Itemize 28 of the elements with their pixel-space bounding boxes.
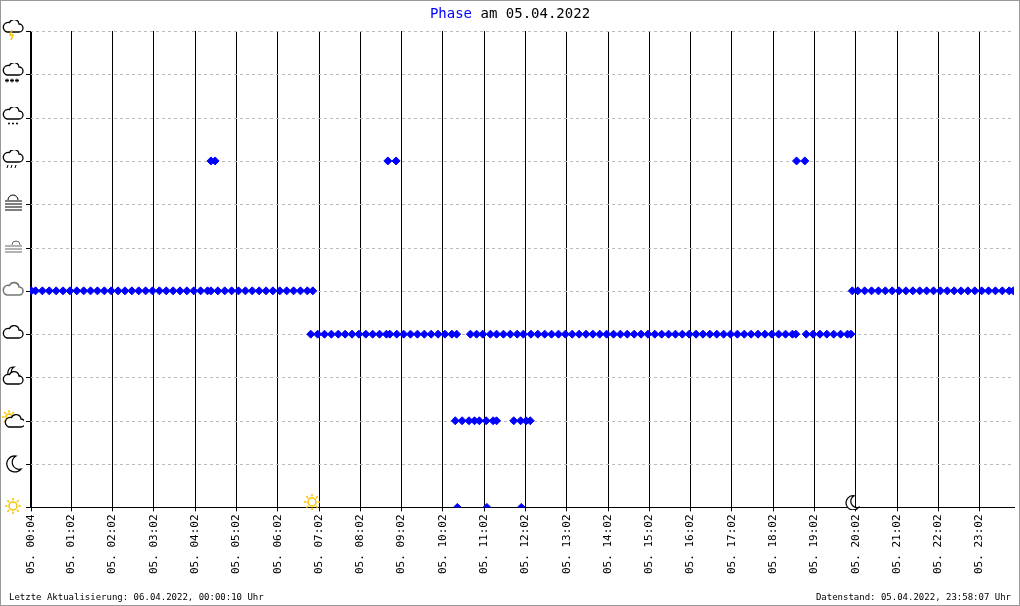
x-tick-label: 05. 02:02: [105, 514, 119, 575]
x-tick-label: 05. 18:02: [766, 514, 780, 575]
x-tick-label: 05. 20:02: [848, 514, 862, 575]
x-tick-label: 05. 16:02: [683, 514, 697, 575]
chart-title: am 05.04.2022: [480, 5, 591, 21]
x-tick-label: 05. 21:02: [889, 514, 903, 575]
x-tick-label: 05. 10:02: [435, 514, 449, 575]
x-tick-label: 05. 14:02: [600, 514, 614, 575]
x-tick-label: 05. 07:02: [311, 514, 325, 575]
x-tick-label: 05. 06:02: [270, 514, 284, 575]
x-tick-label: 05. 15:02: [642, 514, 656, 575]
x-tick-label: 05. 09:02: [394, 514, 408, 575]
text: Datenstand: 05.04.2022, 23:58:07 Uhr: [815, 592, 1011, 602]
x-tick-label: 05. 08:02: [353, 514, 367, 575]
x-tick-label: 05. 17:02: [724, 514, 738, 575]
x-tick-label: 05. 13:02: [559, 514, 573, 575]
text: Letzte Aktualisierung: 06.04.2022, 00:00:10 Uhr: [9, 592, 264, 602]
x-tick-label: 05. 00:04: [24, 514, 38, 575]
x-tick-label: 05. 04:02: [188, 514, 202, 575]
x-tick-label: 05. 05:02: [229, 514, 243, 575]
x-tick-label: 05. 19:02: [807, 514, 821, 575]
x-tick-label: 05. 11:02: [477, 514, 491, 575]
x-tick-label: 05. 23:02: [972, 514, 986, 575]
x-tick-label: 05. 03:02: [146, 514, 160, 575]
x-tick-label: 05. 12:02: [518, 514, 532, 575]
x-tick-label: 05. 01:02: [64, 514, 78, 575]
text: Phase: [429, 5, 474, 21]
x-tick-label: 05. 22:02: [931, 514, 945, 575]
